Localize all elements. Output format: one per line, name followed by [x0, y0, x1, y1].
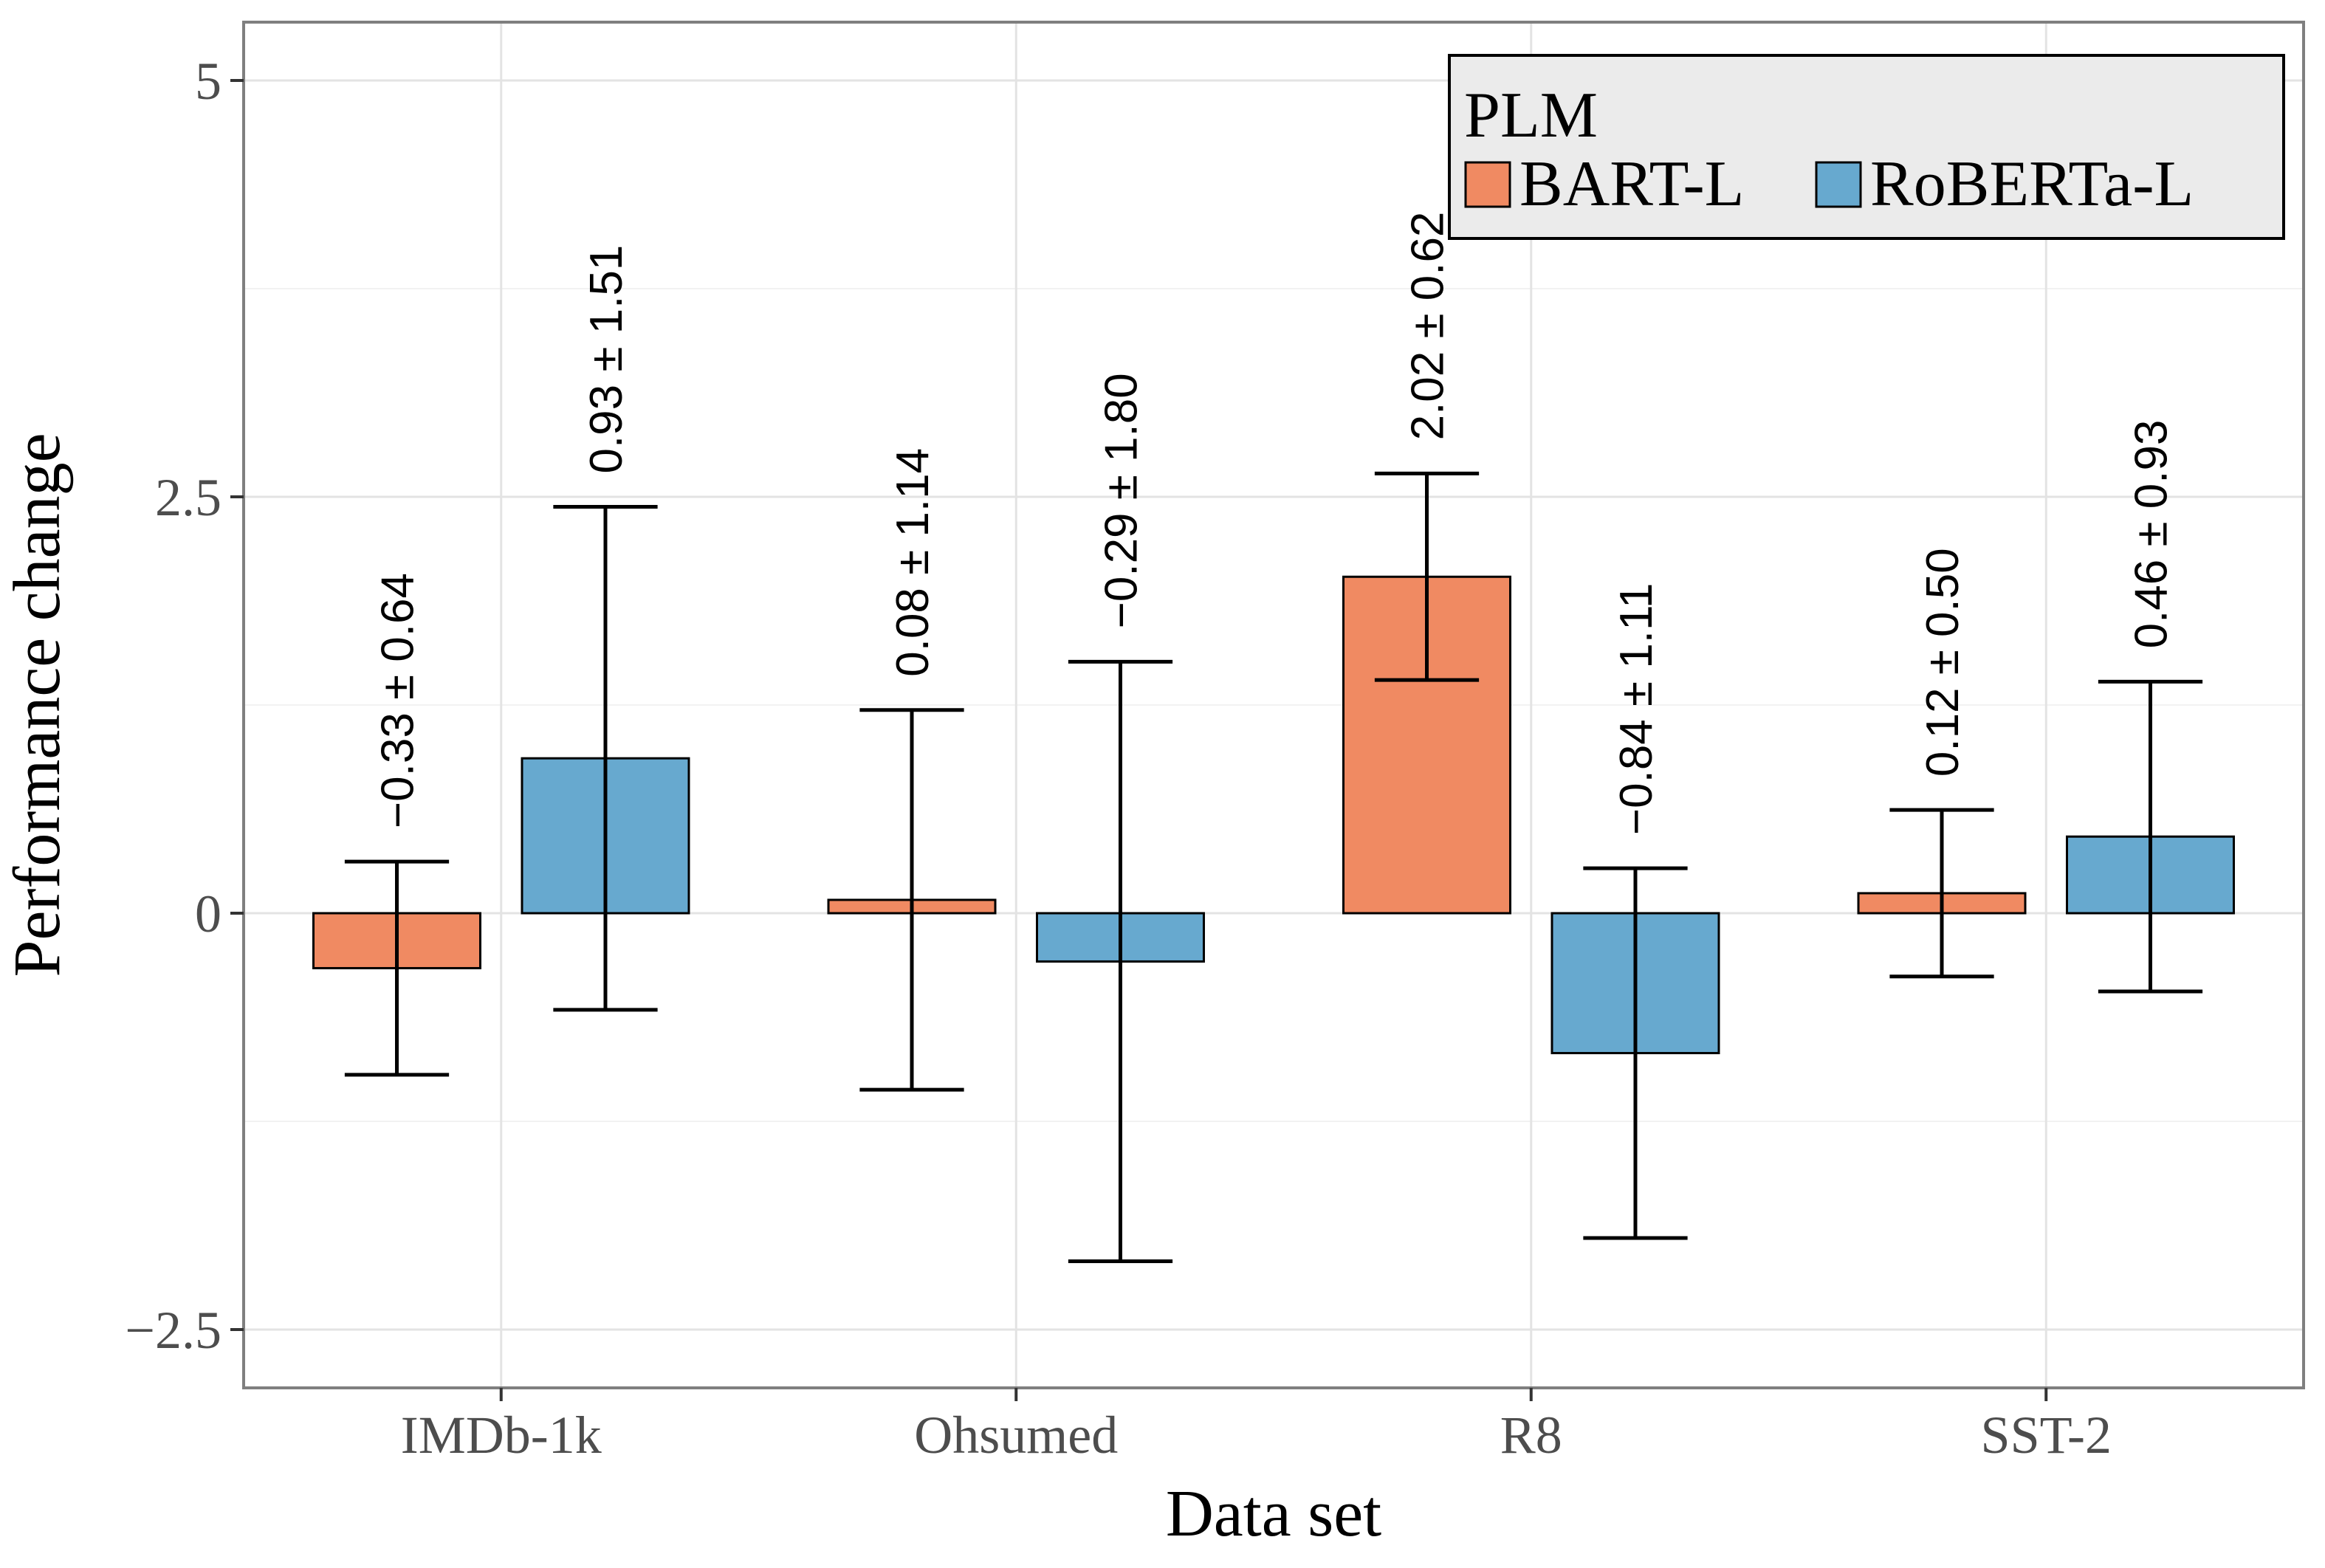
data-label-bart-l-imdb-1k: −0.33 ± 0.64: [373, 573, 424, 828]
data-label-bart-l-ohsumed: 0.08 ± 1.14: [887, 448, 938, 677]
axis-layer: −2.5 0 2.5 5 IMDb-1k Ohsumed R8 SST-2: [125, 52, 2112, 1465]
x-tick-label-r8: R8: [1500, 1406, 1562, 1465]
data-label-roberta-l-sst-2: 0.46 ± 0.93: [2126, 420, 2177, 649]
legend-label-bart-l: BART-L: [1519, 148, 1744, 220]
legend-box: [1448, 54, 2285, 240]
legend-label-roberta-l: RoBERTa-L: [1870, 148, 2194, 220]
data-label-layer: −0.33 ± 0.64 0.08 ± 1.14 2.02 ± 0.62 0.12 ±…: [373, 212, 2177, 836]
plot-panel-border: [242, 21, 2305, 1389]
data-label-roberta-l-imdb-1k: 0.93 ± 1.51: [581, 245, 632, 474]
x-tick-label-sst-2: SST-2: [1981, 1406, 2112, 1465]
y-tick-label: 5: [195, 52, 221, 111]
grid-layer: [244, 22, 2304, 1388]
x-axis-title: Data set: [1166, 1477, 1381, 1550]
data-label-roberta-l-ohsumed: −0.29 ± 1.80: [1096, 373, 1147, 628]
data-label-bart-l-r8: 2.02 ± 0.62: [1403, 212, 1454, 441]
legend: PLM BART-L RoBERTa-L: [1448, 54, 2285, 240]
legend-title: PLM: [1464, 80, 1598, 151]
y-tick-label: 0: [195, 884, 221, 943]
error-bar-layer: [344, 471, 2203, 1264]
legend-swatch-bart-l: [1464, 161, 1511, 208]
data-label-bart-l-sst-2: 0.12 ± 0.50: [1917, 548, 1968, 777]
y-tick-label: −2.5: [125, 1301, 221, 1360]
y-axis-title: Performance change: [1, 433, 74, 977]
y-tick-label: 2.5: [155, 468, 221, 527]
x-tick-label-ohsumed: Ohsumed: [914, 1406, 1118, 1465]
data-label-roberta-l-r8: −0.84 ± 1.11: [1611, 583, 1662, 835]
x-tick-label-imdb-1k: IMDb-1k: [401, 1406, 602, 1465]
legend-swatch-roberta-l: [1815, 161, 1862, 208]
